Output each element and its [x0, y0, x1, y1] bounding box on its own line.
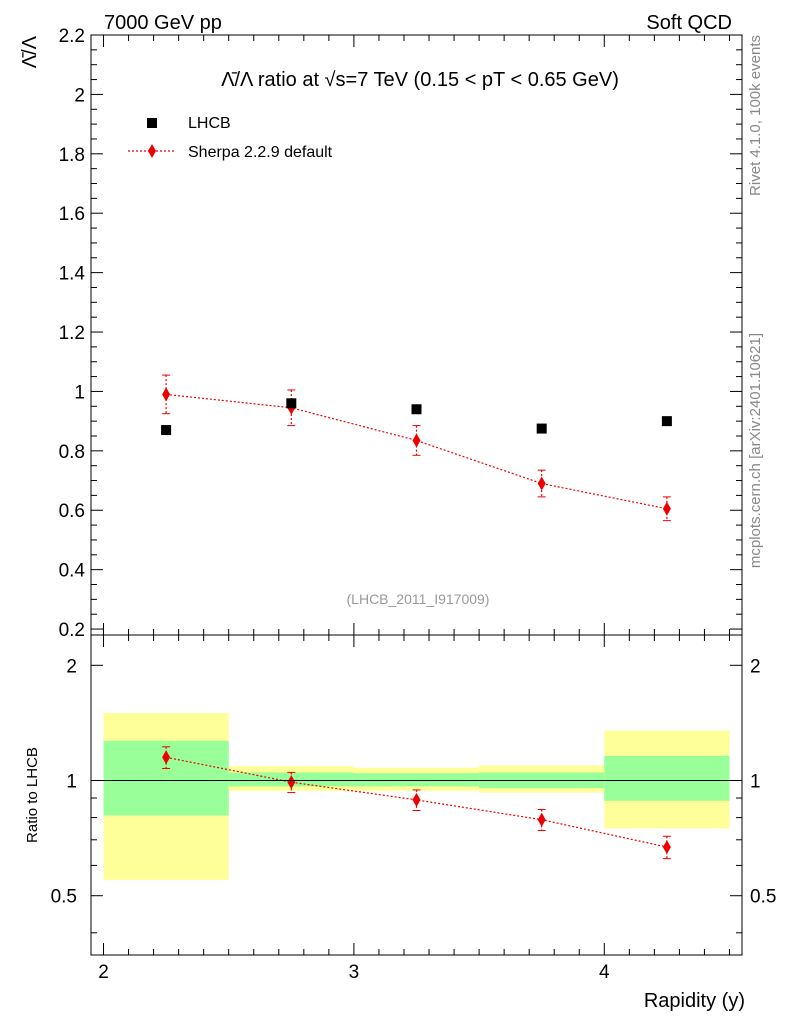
x-tick-label: 3 [349, 962, 360, 983]
ratio-mc-point [662, 840, 671, 855]
main-y-tick-label: 2.2 [59, 26, 85, 47]
main-y-tick-label: 1 [74, 382, 85, 403]
main-title-text: Λ̄/Λ ratio at √s=7 TeV (0.15 < pT < 0.65… [221, 69, 619, 91]
x-tick-label: 2 [98, 962, 109, 983]
ratio-y-tick-label-right: 1 [750, 772, 761, 793]
ratio-mc-point [412, 792, 421, 807]
ratio-y-tick-label-left: 1 [66, 772, 77, 793]
data-point [661, 416, 672, 427]
mc-point [537, 476, 546, 491]
main-y-tick-label: 1.6 [59, 204, 85, 225]
ratio-marks [162, 746, 671, 860]
main-title: Λ̄/Λ ratio at √s=7 TeV (0.15 < pT < 0.65… [221, 69, 619, 91]
main-panel: Λ̄/Λ ratio at √s=7 TeV (0.15 < pT < 0.65… [19, 26, 743, 641]
main-y-axis-label: Λ̄/Λ [19, 35, 41, 68]
main-y-tick-label: 0.8 [59, 442, 85, 463]
ratio-band-inner [604, 755, 730, 801]
ratio-y-axis-label: Ratio to LHCB [24, 747, 41, 843]
main-y-tick-label: 0.4 [59, 561, 86, 582]
ratio-y-tick-label-right: 2 [750, 656, 761, 677]
mc-point [662, 501, 671, 516]
ratio-panel: 0.5 0.5 1 1 2 2 2 3 4 Ratio to LHCB Rapidity (y) [24, 634, 776, 1012]
ratio-band-inner [353, 773, 480, 787]
header-right: Soft QCD [646, 12, 732, 34]
legend-label-sherpa: Sherpa 2.2.9 default [188, 144, 333, 161]
data-point [536, 423, 547, 434]
main-y-tick-label: 1.2 [59, 323, 85, 344]
main-y-tick-label: 0.6 [59, 501, 85, 522]
data-point [411, 404, 422, 415]
ratio-frame [90, 634, 743, 956]
main-y-tick-label: 1.4 [59, 264, 86, 285]
data-point [286, 398, 297, 409]
x-tick-label: 4 [599, 962, 610, 983]
analysis-id: (LHCB_2011_I917009) [347, 591, 490, 607]
rivet-label: Rivet 4.1.0, 100k events [747, 35, 764, 196]
ratio-mc-point [537, 812, 546, 827]
ratio-mc-point [287, 775, 296, 790]
ratio-mc-point [162, 750, 171, 765]
mcplots-label: mcplots.cern.ch [arXiv:2401.10621] [747, 333, 764, 568]
ratio-y-tick-label-right: 0.5 [750, 887, 776, 908]
x-axis-label: Rapidity (y) [644, 990, 745, 1012]
ratio-y-tick-label-left: 0.5 [51, 887, 77, 908]
ratio-y-tick-label-left: 2 [66, 656, 77, 677]
main-axes: 0.2 0.4 0.6 0.8 1 1.2 1.4 1.6 1.8 2 2.2 [59, 26, 743, 641]
header-left: 7000 GeV pp [104, 12, 222, 34]
main-y-tick-label: 1.8 [59, 145, 85, 166]
mc-point [412, 433, 421, 448]
main-y-tick-label: 2 [74, 85, 85, 106]
ratio-bands [103, 713, 730, 880]
legend-label-lhcb: LHCB [188, 115, 231, 132]
legend: LHCB Sherpa 2.2.9 default [128, 115, 333, 161]
main-y-tick-label: 0.2 [59, 620, 85, 641]
mc-point [162, 387, 171, 402]
ratio-axes: 0.5 0.5 1 1 2 2 2 3 4 [51, 634, 776, 983]
legend-marker-lhcb [147, 118, 157, 128]
legend-marker-sherpa [148, 144, 156, 158]
ratio-mc-line [165, 756, 668, 848]
data-point [161, 425, 172, 436]
main-marks [161, 374, 672, 522]
